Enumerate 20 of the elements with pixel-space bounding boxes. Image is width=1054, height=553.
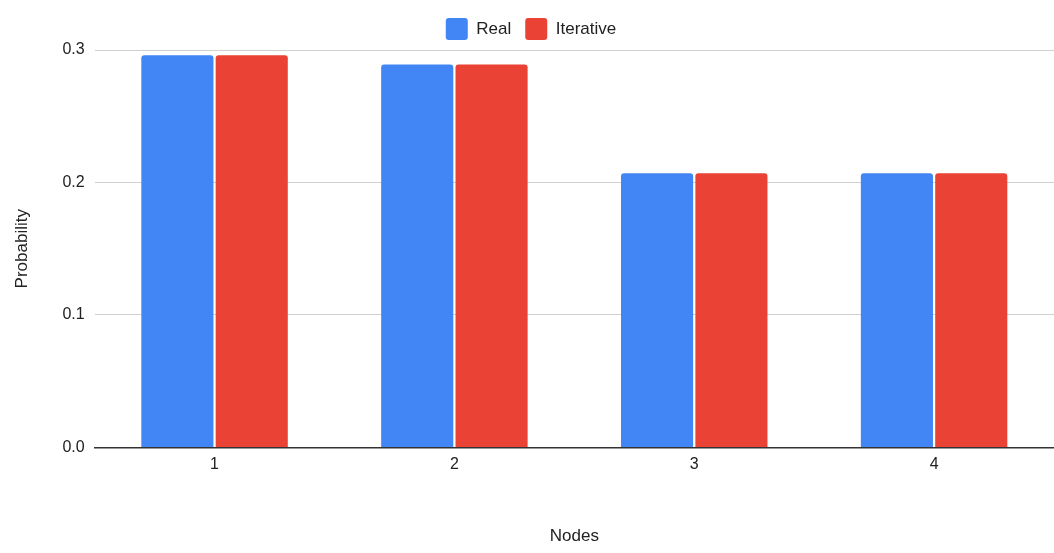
- bar: [455, 64, 528, 447]
- bar: [621, 173, 694, 447]
- x-tick-label: 1: [210, 455, 220, 473]
- bar: [935, 173, 1008, 447]
- y-tick-label: 0.3: [62, 40, 85, 58]
- y-tick-label: 0.2: [62, 172, 85, 190]
- x-tick-label: 3: [689, 455, 699, 473]
- legend-label: Iterative: [555, 18, 617, 38]
- x-tick-label: 4: [929, 455, 939, 473]
- x-tick-label: 2: [449, 455, 459, 473]
- bar: [141, 55, 214, 447]
- legend-label: Real: [476, 18, 512, 38]
- x-axis-title: Nodes: [549, 526, 599, 546]
- bar: [860, 173, 933, 447]
- bar: [695, 173, 768, 447]
- bar: [381, 64, 454, 447]
- bar: [215, 55, 288, 447]
- y-tick-label: 0.0: [62, 437, 85, 455]
- y-axis-title: Probability: [11, 208, 31, 289]
- y-tick-label: 0.1: [62, 305, 85, 323]
